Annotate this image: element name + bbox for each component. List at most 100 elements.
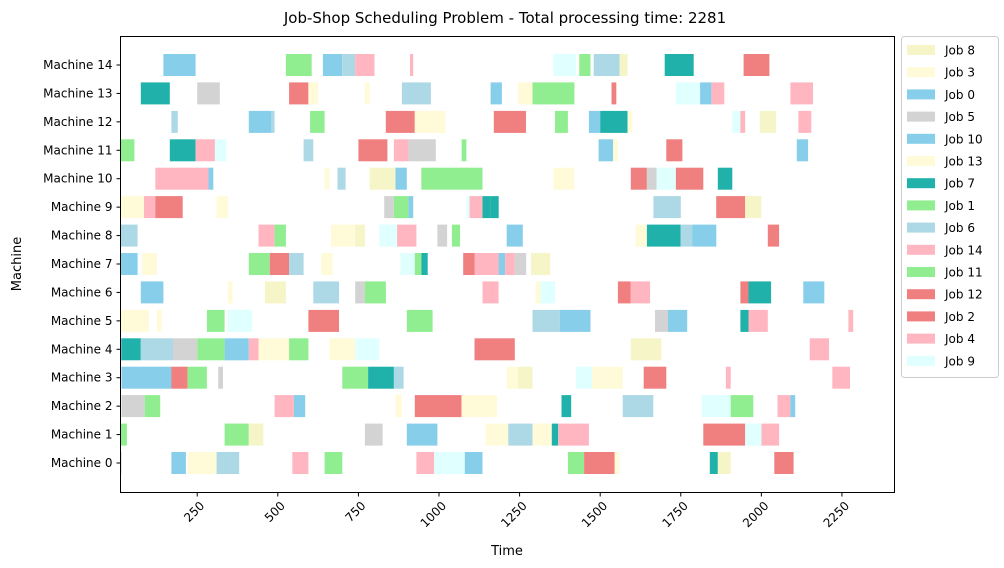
legend-swatch [907,67,935,78]
task-bar [218,366,223,389]
legend-label: Job 9 [944,354,975,368]
task-bar [195,139,215,162]
legend-label: Job 3 [944,66,975,80]
legend-label: Job 4 [944,332,975,346]
task-bar [313,281,340,304]
task-bar [461,139,467,162]
task-bar [485,423,509,446]
legend-label: Job 10 [944,132,983,146]
task-bar [451,224,460,247]
task-bar [248,338,259,361]
task-bar [505,253,515,275]
task-bar [748,281,772,304]
task-bar [761,423,780,446]
task-bar [414,395,462,418]
task-bar [579,54,591,76]
task-bar [506,366,518,389]
task-bar [144,395,161,418]
task-bar [506,224,523,247]
task-bar [216,452,240,474]
task-bar [474,253,499,275]
task-bar [832,366,850,389]
task-bar [208,167,214,190]
task-bar [155,167,209,190]
task-bar [700,82,712,105]
task-bar [619,54,628,76]
task-bar [643,366,667,389]
task-bar [248,423,264,446]
task-bar [701,395,731,418]
task-bar [121,338,141,361]
y-tick-label: Machine 9 [51,200,113,214]
legend-swatch [907,333,935,344]
legend-label: Job 8 [944,44,975,58]
x-tick-label: 1250 [498,499,529,530]
task-bar [421,253,428,275]
y-tick-label: Machine 7 [51,257,113,271]
task-bar [725,366,731,389]
task-bar [675,167,704,190]
task-bar [156,309,162,332]
task-bar [414,110,446,133]
x-tick-label: 1000 [418,499,449,530]
y-tick-label: Machine 13 [43,86,112,100]
task-bar [576,366,593,389]
task-bar [493,110,526,133]
task-bar [482,196,491,219]
task-bar [790,395,796,418]
task-bar [703,423,746,446]
legend-swatch [907,222,935,233]
task-bar [611,82,617,105]
task-bar [553,167,575,190]
y-tick-label: Machine 11 [43,143,112,157]
task-bar [322,54,343,76]
task-bar [364,423,383,446]
task-bar [395,395,402,418]
task-bars [120,54,854,474]
task-bar [140,281,164,304]
task-bar [285,54,312,76]
task-bar [514,253,527,275]
task-bar [759,110,776,133]
y-tick-label: Machine 1 [51,428,113,442]
task-bar [271,110,275,133]
task-bar [437,224,448,247]
task-bar [561,395,572,418]
task-bar [709,452,718,474]
task-bar [748,309,768,332]
task-bar [745,423,762,446]
x-tick-label: 250 [181,499,207,525]
task-bar [400,253,415,275]
task-bar [308,309,339,332]
y-tick-label: Machine 2 [51,399,113,413]
task-bar [482,281,499,304]
task-bar [227,309,252,332]
task-bar [121,395,145,418]
task-bar [627,110,633,133]
task-bar [767,224,780,247]
task-bar [593,54,620,76]
task-bar [120,253,138,275]
legend-swatch [907,133,935,144]
task-bar [269,253,290,275]
task-bar [324,452,343,474]
task-bar [355,281,365,304]
task-bar [666,139,683,162]
task-bar [711,82,725,105]
task-bar [187,452,217,474]
task-bar [248,110,272,133]
task-bar [740,110,746,133]
task-bar [216,196,228,219]
task-bar [120,309,149,332]
task-bar [342,54,356,76]
task-bar [635,224,647,247]
legend-label: Job 12 [944,288,983,302]
task-bar [406,423,438,446]
task-bar [303,139,314,162]
legend-label: Job 13 [944,155,983,169]
task-bar [551,423,559,446]
task-bar [292,452,309,474]
task-bar [617,281,631,304]
task-bar [155,196,183,219]
task-bar [848,309,854,332]
